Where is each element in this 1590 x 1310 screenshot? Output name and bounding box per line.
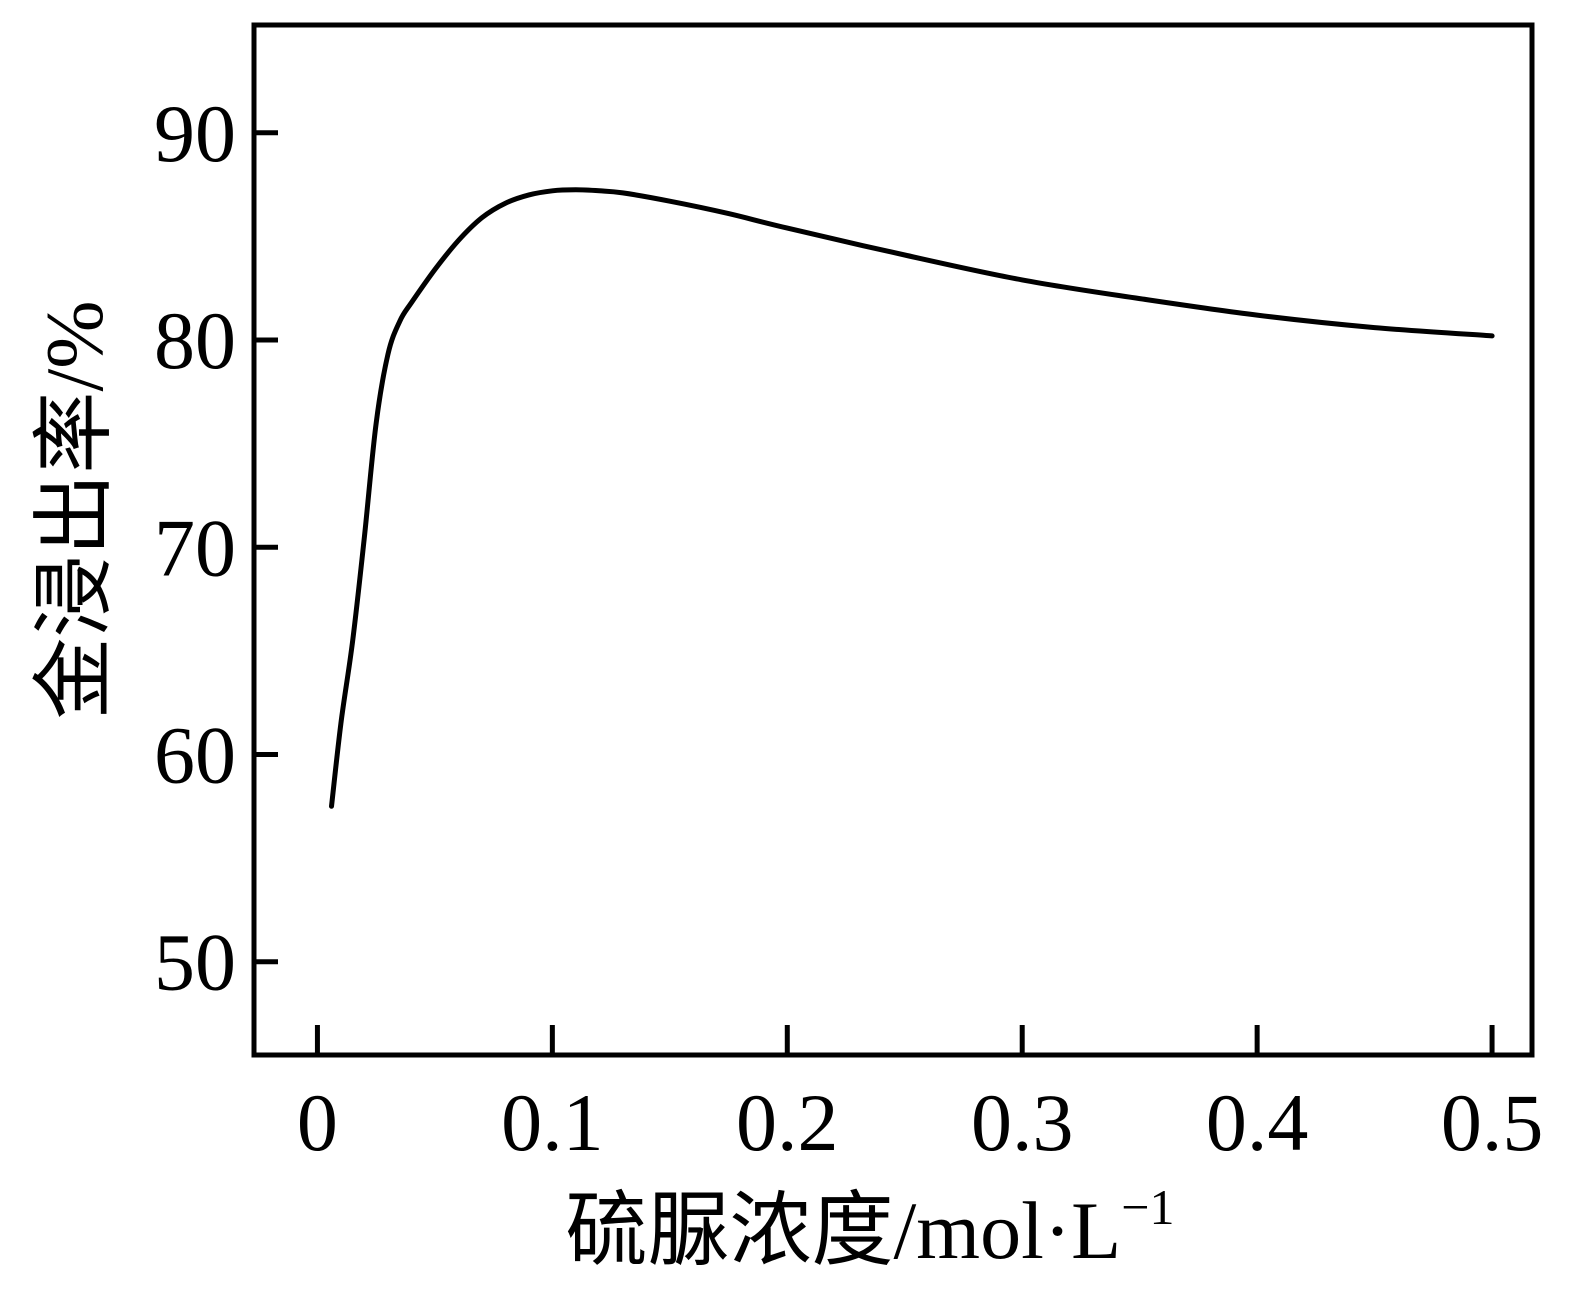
x-tick-label: 0 — [297, 1077, 338, 1168]
x-axis-title-text: 硫脲浓度/mol·L — [566, 1185, 1122, 1276]
series-line — [329, 187, 1495, 809]
plot-frame — [251, 22, 1535, 1058]
x-tick-label: 0.5 — [1441, 1077, 1544, 1168]
y-tick-label: 60 — [154, 709, 236, 800]
y-axis-title: 金浸出率/% — [29, 300, 120, 719]
x-tick-label: 0.4 — [1206, 1077, 1309, 1168]
y-tick-label: 50 — [154, 917, 236, 1008]
x-axis-title: 硫脲浓度/mol·L−1 — [566, 1179, 1175, 1276]
x-tick-label: 0.3 — [971, 1077, 1074, 1168]
tick-labels: 0 0.1 0.2 0.3 0.4 0.5 50 60 70 80 90 — [154, 88, 1543, 1168]
x-axis-title-superscript: −1 — [1121, 1179, 1174, 1235]
x-tick-label: 0.2 — [736, 1077, 839, 1168]
tick-marks — [254, 130, 1495, 1055]
y-tick-label: 90 — [154, 88, 236, 179]
y-tick-label: 70 — [154, 502, 236, 593]
y-tick-label: 80 — [154, 295, 236, 386]
x-tick-label: 0.1 — [501, 1077, 604, 1168]
